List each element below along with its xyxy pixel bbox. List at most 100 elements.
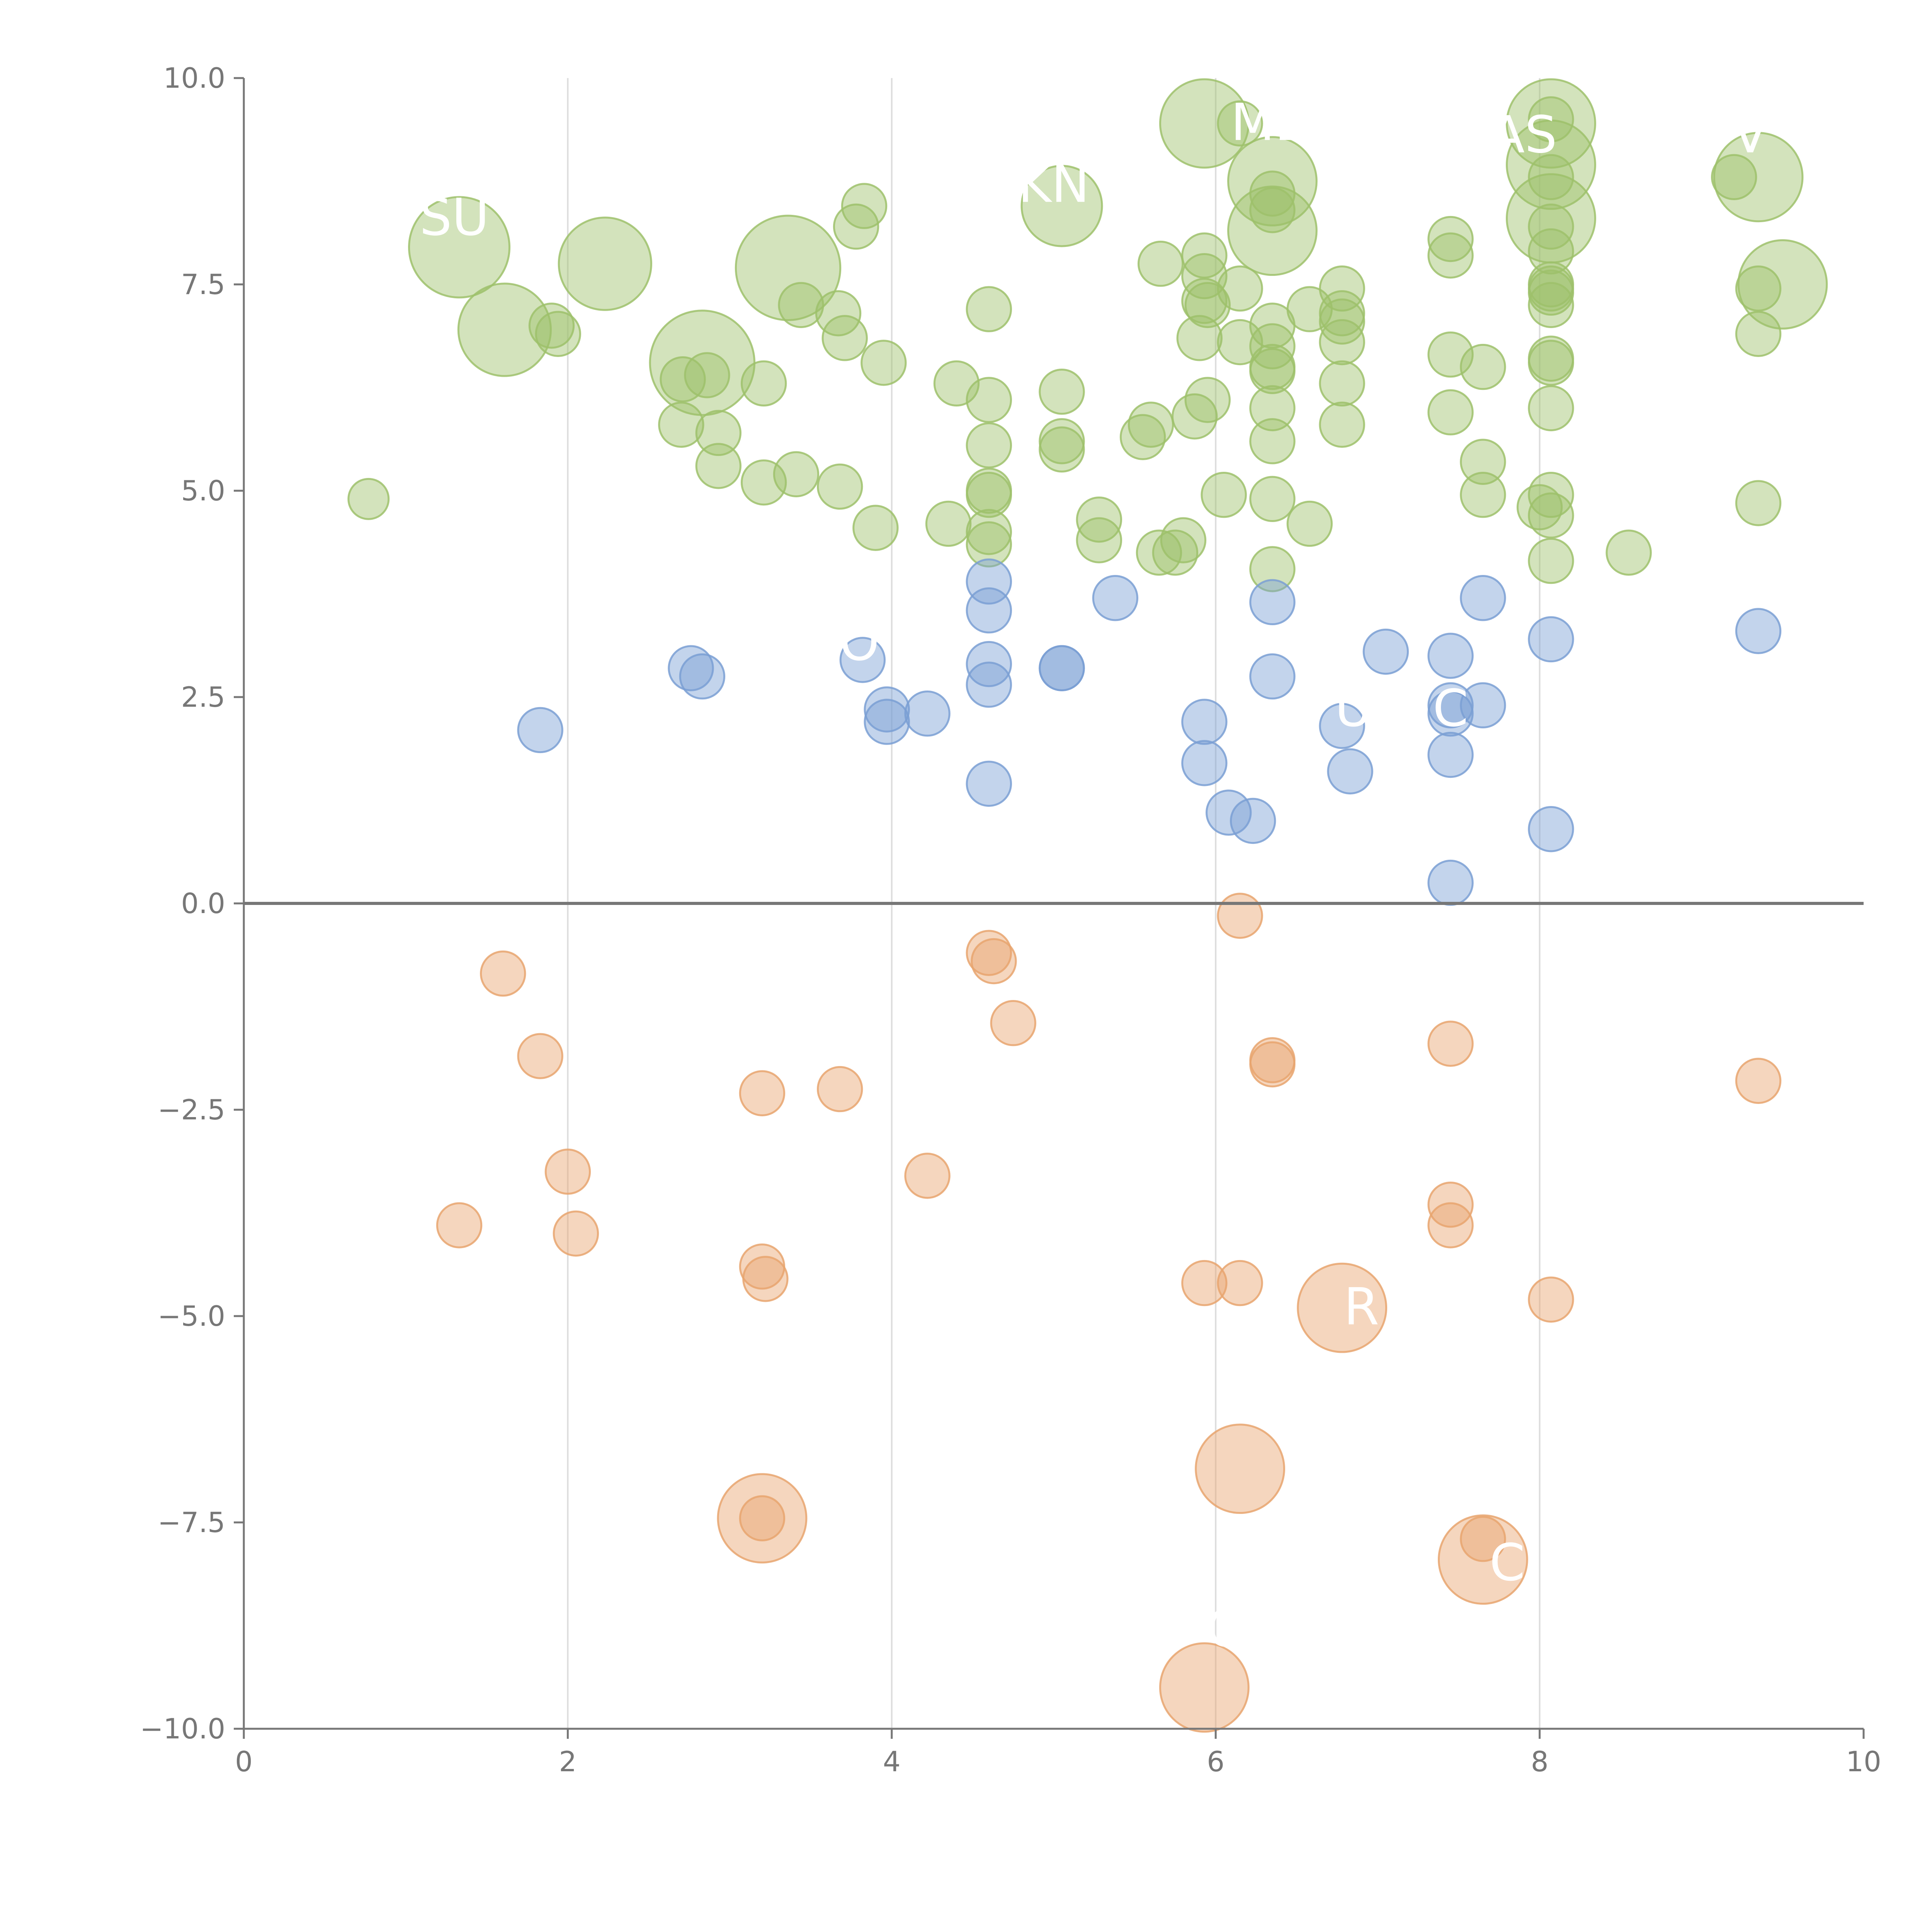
bubble-point: [1201, 471, 1247, 518]
bubble-point: [1427, 731, 1474, 778]
bubble-point: [1297, 1262, 1388, 1353]
bubble-point: [966, 509, 1012, 555]
bubble-point: [966, 286, 1012, 332]
bubble-point: [695, 410, 742, 456]
bubble-point: [1249, 1041, 1296, 1088]
bubble-point: [735, 214, 842, 321]
bubble-point: [1427, 232, 1474, 279]
y-tick-label: −10.0: [140, 1713, 225, 1745]
bubble-point: [966, 422, 1012, 469]
bubble-point: [1528, 282, 1574, 328]
bubble-point: [904, 690, 951, 737]
bubble-point: [1528, 616, 1574, 663]
bubble-point: [966, 641, 1012, 687]
y-tick-label: −7.5: [158, 1506, 225, 1539]
bubble-annotation: V: [1733, 105, 1767, 165]
bubble-point: [1319, 319, 1365, 366]
bubble-point: [1737, 239, 1828, 330]
bubble-point: [1362, 628, 1409, 675]
y-tick-label: 7.5: [181, 268, 225, 301]
bubble-point: [1319, 360, 1365, 407]
bubble-point: [966, 587, 1012, 634]
bubble-point: [1249, 579, 1296, 626]
bubble-point: [1249, 323, 1296, 369]
bubble-point: [971, 938, 1017, 985]
bubble-point: [864, 699, 910, 745]
bubble-annotation: O: [839, 613, 879, 672]
bubble-point: [1327, 748, 1373, 794]
x-tick-label: 10: [1846, 1745, 1881, 1778]
x-tick-label: 6: [1207, 1745, 1225, 1778]
bubble-point: [1249, 187, 1296, 233]
bubble-point: [1711, 154, 1757, 201]
bubble-point: [1528, 385, 1574, 432]
bubble-point: [1427, 1020, 1474, 1067]
axes: 0 2 4 6 8 10 10.0 7.5 5.0 2.5 0.0 −2.5 −5.0 −7.5 −10.0: [140, 62, 1881, 1778]
bubble-point: [347, 478, 390, 520]
bubble-point: [517, 1033, 563, 1079]
bubble-point: [1460, 439, 1506, 485]
bubble-point: [1195, 1423, 1285, 1514]
bubble-point: [1516, 484, 1563, 531]
bubble-point: [816, 1066, 863, 1112]
bubble-point: [1427, 1181, 1474, 1228]
bubble-annotation: MD: [1231, 93, 1314, 152]
bubble-point: [1217, 100, 1263, 147]
bubble-point: [1181, 232, 1228, 279]
bubble-point: [1249, 653, 1296, 700]
bubble-point: [966, 662, 1012, 708]
bubble-annotation: AS: [1490, 105, 1557, 165]
bubble-point: [1249, 385, 1296, 432]
bubble-point: [684, 352, 730, 398]
bubble-point: [739, 1495, 786, 1542]
bubble-point: [1528, 806, 1574, 852]
y-tick-label: 10.0: [163, 62, 225, 94]
bubble-point: [1427, 389, 1474, 435]
y-tick-label: 2.5: [181, 681, 225, 713]
bubble-point: [517, 707, 563, 753]
bubble-point: [1181, 278, 1228, 324]
bubble-point: [1460, 1516, 1506, 1562]
bubble-point: [1137, 240, 1184, 287]
bubble-point: [1217, 265, 1263, 312]
bubble-point: [660, 356, 706, 403]
bubble-point: [1230, 798, 1276, 844]
bubble-point: [966, 521, 1012, 568]
bubble-point: [742, 1256, 789, 1302]
bubble-point: [544, 1148, 591, 1195]
bubble-point: [1460, 575, 1506, 621]
bubble-point: [1286, 500, 1333, 547]
bubble-annotation: C: [1490, 1533, 1525, 1593]
bubble-point: [1528, 269, 1574, 316]
bubble-point: [528, 303, 575, 349]
bubble-point: [1735, 311, 1782, 357]
bubble-point: [1713, 132, 1804, 223]
bubble-point: [1119, 414, 1166, 460]
bubble-point: [1172, 393, 1218, 440]
bubble-point: [1249, 476, 1296, 522]
bubble-point: [1249, 170, 1296, 217]
bubble-point: [1159, 1642, 1250, 1733]
bubble-point: [1735, 480, 1782, 526]
bubble-point: [1735, 1058, 1782, 1104]
y-tick-label: −2.5: [158, 1094, 225, 1126]
bubble-point: [1427, 216, 1474, 262]
bubble-point: [1528, 228, 1574, 275]
x-tick-label: 0: [235, 1745, 253, 1778]
x-tick-label: 8: [1531, 1745, 1549, 1778]
bubble-point: [1160, 517, 1207, 563]
bubble-point: [695, 443, 742, 489]
bubble-point: [1460, 471, 1506, 518]
bubble-point: [1184, 377, 1231, 423]
bubble-point: [1427, 859, 1474, 906]
bubble-point: [816, 463, 863, 510]
bubble-point: [1181, 740, 1228, 786]
bubble-point: [1249, 546, 1296, 592]
bubble-annotation: C: [1206, 1599, 1242, 1658]
y-tick-label: −5.0: [158, 1300, 225, 1332]
bubble-point: [966, 760, 1012, 807]
bubble-point: [925, 500, 972, 547]
bubble-point: [1528, 96, 1574, 143]
bubble-point: [739, 1070, 786, 1116]
